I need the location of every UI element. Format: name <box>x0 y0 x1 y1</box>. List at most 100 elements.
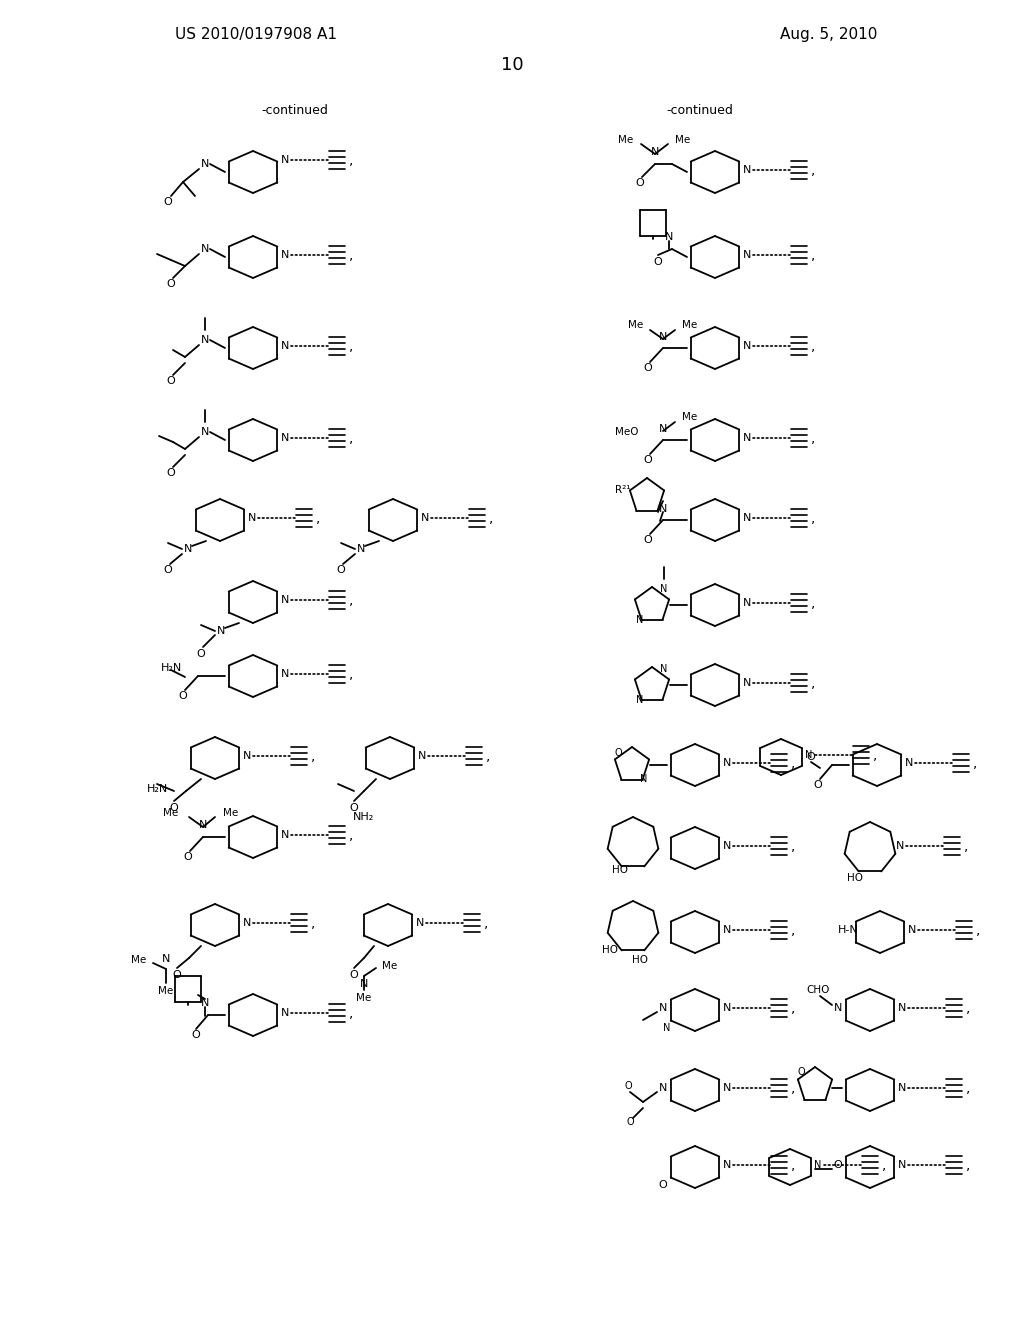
Text: MeO: MeO <box>614 426 638 437</box>
Text: O: O <box>644 363 652 374</box>
Text: N: N <box>201 244 209 253</box>
Text: N: N <box>359 979 369 989</box>
Text: N: N <box>281 341 289 351</box>
Text: N: N <box>201 335 209 345</box>
Text: Me: Me <box>682 412 697 422</box>
Text: N: N <box>248 513 256 523</box>
Text: O: O <box>164 565 172 576</box>
Text: O: O <box>636 178 644 187</box>
Text: N: N <box>742 341 752 351</box>
Text: N: N <box>421 513 429 523</box>
Text: O: O <box>167 279 175 289</box>
Text: N: N <box>814 1160 821 1170</box>
Text: N: N <box>281 669 289 678</box>
Text: N: N <box>243 917 251 928</box>
Text: ,: , <box>311 748 315 763</box>
Text: Me: Me <box>628 319 643 330</box>
Text: O: O <box>183 851 193 862</box>
Text: N: N <box>665 232 673 242</box>
Text: N: N <box>742 433 752 444</box>
Text: H-N: H-N <box>838 925 858 935</box>
Text: ,: , <box>315 511 321 525</box>
Text: O: O <box>625 1081 632 1092</box>
Text: CHO: CHO <box>806 985 829 995</box>
Text: ,: , <box>964 840 968 853</box>
Text: ,: , <box>349 432 353 445</box>
Text: ,: , <box>349 1006 353 1020</box>
Text: N: N <box>658 1003 668 1012</box>
Text: H₂N: H₂N <box>146 784 168 795</box>
Text: N: N <box>658 333 668 342</box>
Text: Me: Me <box>356 993 372 1003</box>
Text: Me: Me <box>382 961 397 972</box>
Text: ,: , <box>811 432 815 445</box>
Text: ,: , <box>349 667 353 681</box>
Text: O: O <box>658 1180 668 1191</box>
Text: O: O <box>627 1117 634 1127</box>
Text: O: O <box>167 469 175 478</box>
Text: O: O <box>191 1030 201 1040</box>
Text: N: N <box>651 147 659 157</box>
Text: N: N <box>723 758 731 768</box>
Text: ,: , <box>349 828 353 842</box>
Text: N: N <box>281 249 289 260</box>
Text: ,: , <box>966 1001 970 1015</box>
Text: ,: , <box>483 916 488 931</box>
Text: N: N <box>908 925 916 935</box>
Text: N: N <box>243 751 251 762</box>
Text: O: O <box>197 649 206 659</box>
Text: Me: Me <box>223 808 239 818</box>
Text: ,: , <box>976 923 980 937</box>
Text: N: N <box>723 925 731 935</box>
Text: N: N <box>418 751 426 762</box>
Text: HO: HO <box>612 865 628 875</box>
Text: N: N <box>281 595 289 605</box>
Text: ,: , <box>349 248 353 261</box>
Text: ,: , <box>966 1081 970 1096</box>
Text: O: O <box>614 748 622 758</box>
Text: N: N <box>658 504 668 513</box>
Text: N: N <box>742 165 752 176</box>
Text: O: O <box>170 803 178 813</box>
Text: N: N <box>658 1082 668 1093</box>
Text: N: N <box>834 1003 842 1012</box>
Text: ,: , <box>488 511 494 525</box>
Text: ,: , <box>349 153 353 168</box>
Text: N: N <box>636 696 644 705</box>
Text: N: N <box>636 615 644 624</box>
Text: ,: , <box>811 162 815 177</box>
Text: N: N <box>723 1082 731 1093</box>
Text: N: N <box>896 841 904 851</box>
Text: HO: HO <box>632 954 648 965</box>
Text: O: O <box>814 780 822 789</box>
Text: N: N <box>898 1160 906 1170</box>
Text: N: N <box>905 758 913 768</box>
Text: Aug. 5, 2010: Aug. 5, 2010 <box>780 28 878 42</box>
Text: ,: , <box>791 923 796 937</box>
Text: Me: Me <box>682 319 697 330</box>
Text: N: N <box>162 954 170 964</box>
Text: ,: , <box>791 1081 796 1096</box>
Text: ,: , <box>791 756 796 770</box>
Text: O: O <box>337 565 345 576</box>
Text: N: N <box>660 664 668 675</box>
Text: Me: Me <box>617 135 633 145</box>
Text: H₂N: H₂N <box>161 663 181 673</box>
Text: N: N <box>742 249 752 260</box>
Text: O: O <box>349 803 358 813</box>
Text: O: O <box>349 970 358 979</box>
Text: ,: , <box>811 676 815 690</box>
Text: ,: , <box>791 840 796 853</box>
Text: N: N <box>723 841 731 851</box>
Text: R²¹: R²¹ <box>615 484 631 495</box>
Text: HO: HO <box>602 945 618 954</box>
Text: ,: , <box>811 248 815 261</box>
Text: N: N <box>281 830 289 840</box>
Text: N: N <box>898 1082 906 1093</box>
Text: N: N <box>742 678 752 688</box>
Text: N: N <box>723 1160 731 1170</box>
Text: O: O <box>807 752 815 762</box>
Text: ,: , <box>882 1158 886 1172</box>
Text: N: N <box>742 598 752 609</box>
Text: ,: , <box>811 511 815 525</box>
